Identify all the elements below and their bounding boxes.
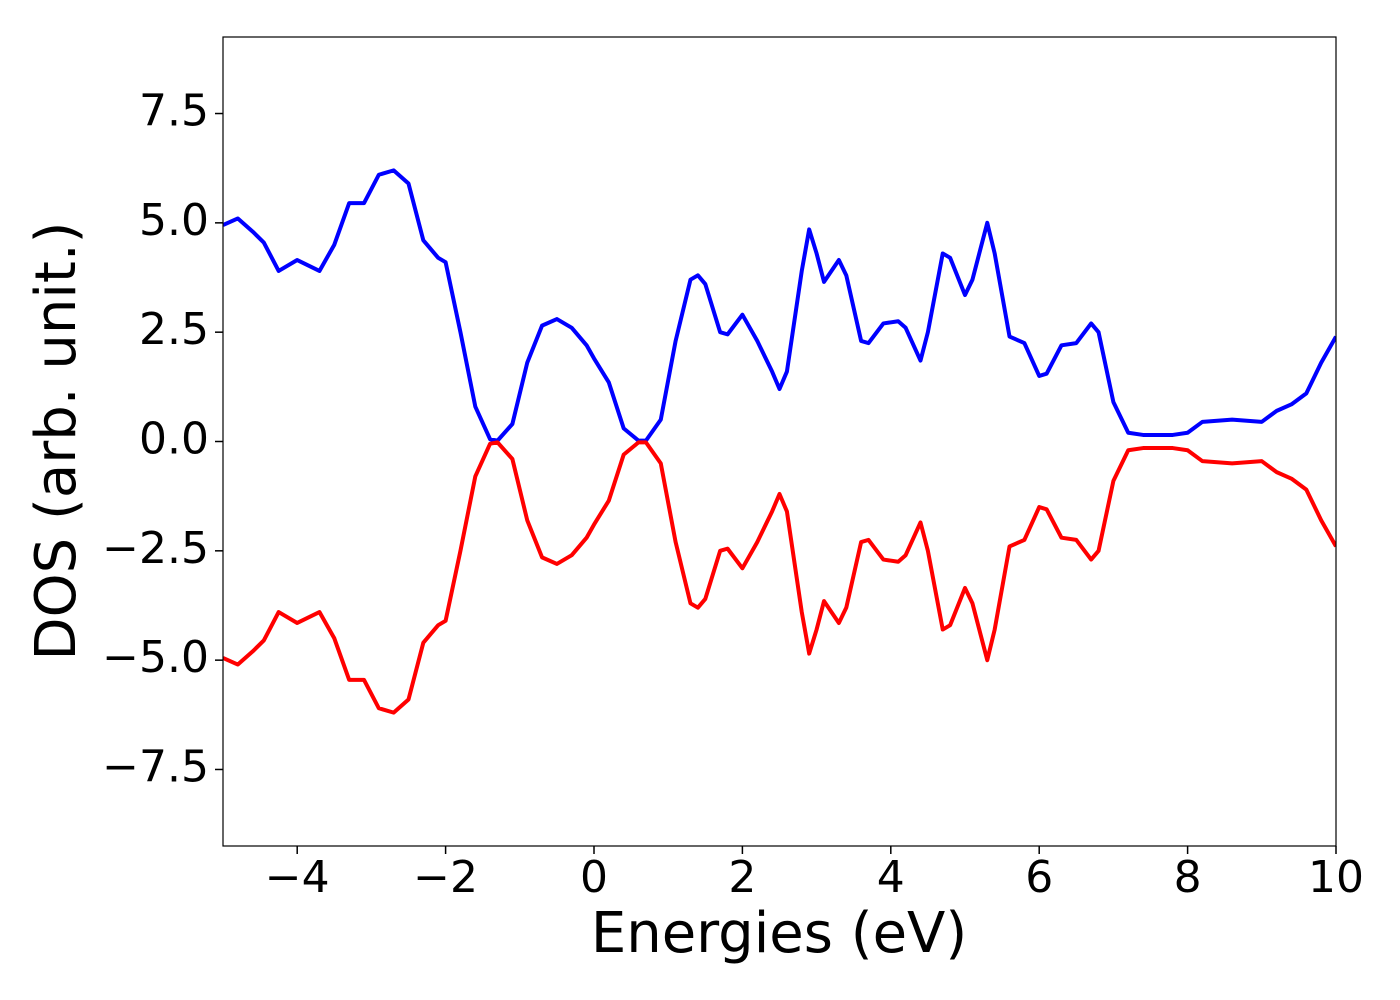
x-tick-label: 2: [728, 852, 756, 903]
x-tick-label: 0: [580, 852, 608, 903]
y-tick-label: −2.5: [102, 523, 209, 574]
y-tick-label: 7.5: [139, 86, 209, 137]
y-tick-label: −5.0: [102, 632, 209, 683]
x-axis-label: Energies (eV): [591, 901, 967, 966]
x-tick-label: 8: [1174, 852, 1202, 903]
y-axis-label: DOS (arb. unit.): [24, 221, 89, 660]
x-tick-label: 6: [1025, 852, 1053, 903]
plot-frame: [222, 36, 1337, 847]
x-tick-label: −4: [265, 852, 330, 903]
x-tick-label: 10: [1308, 852, 1364, 903]
y-tick-label: 5.0: [139, 195, 209, 246]
y-tick-label: 2.5: [139, 304, 209, 355]
x-tick-label: 4: [877, 852, 905, 903]
series-line: [223, 168, 1336, 443]
y-tick-label: 0.0: [139, 414, 209, 465]
y-tick-label: −7.5: [102, 741, 209, 792]
x-tick-label: −2: [413, 852, 478, 903]
series-line: [223, 440, 1336, 715]
